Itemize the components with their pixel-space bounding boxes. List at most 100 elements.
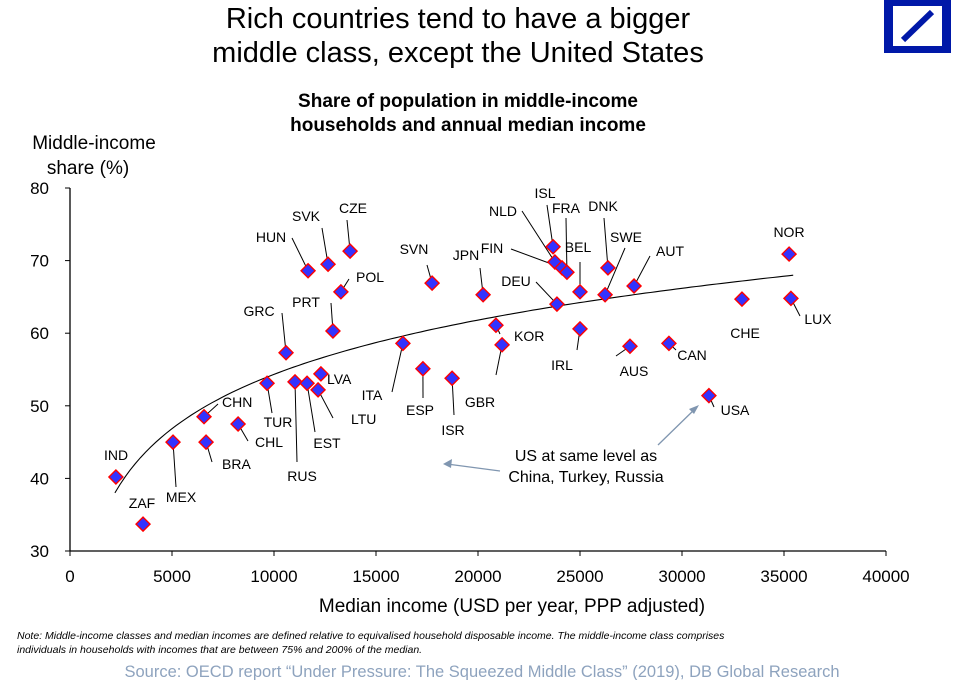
point-label-mex: MEX <box>166 489 197 505</box>
point-label-rus: RUS <box>287 468 317 484</box>
point-hun <box>301 264 315 278</box>
point-kor <box>489 318 503 332</box>
x-tick-label: 40000 <box>862 567 909 586</box>
point-esp <box>416 362 430 376</box>
point-label-grc: GRC <box>243 303 274 319</box>
arrowhead-left <box>443 459 452 468</box>
point-label-dnk: DNK <box>588 198 618 214</box>
x-tick-label: 5000 <box>153 567 191 586</box>
point-isr <box>445 371 459 385</box>
point-chl <box>231 417 245 431</box>
x-tick-label: 10000 <box>250 567 297 586</box>
point-bra <box>199 435 213 449</box>
point-label-pol: POL <box>356 269 384 285</box>
point-label-est: EST <box>313 435 341 451</box>
y-tick-label: 70 <box>30 252 49 271</box>
annotation-line2: China, Turkey, Russia <box>508 469 663 486</box>
point-label-can: CAN <box>677 347 707 363</box>
y-axis-label-line2: share (%) <box>47 158 129 179</box>
point-cze <box>343 244 357 258</box>
title-line2: middle class, except the United States <box>212 37 704 69</box>
y-axis-label-line1: Middle-income <box>32 133 156 154</box>
y-tick-label: 80 <box>30 179 49 198</box>
x-tick-label: 0 <box>65 567 74 586</box>
point-label-swe: SWE <box>610 229 642 245</box>
point-lux <box>784 291 798 305</box>
x-tick-label: 15000 <box>352 567 399 586</box>
point-label-che: CHE <box>730 325 760 341</box>
point-label-prt: PRT <box>292 294 320 310</box>
point-ind <box>109 470 123 484</box>
point-label-zaf: ZAF <box>129 495 155 511</box>
annotation: US at same level as China, Turkey, Russi… <box>443 405 699 486</box>
point-label-esp: ESP <box>406 402 434 418</box>
note-line2: individuals in households with incomes t… <box>17 644 422 656</box>
point-label-lux: LUX <box>804 311 832 327</box>
point-label-fra: FRA <box>552 200 581 216</box>
x-tick-label: 25000 <box>556 567 603 586</box>
point-label-deu: DEU <box>501 273 531 289</box>
annotation-arrow-left <box>447 464 500 471</box>
point-label-cze: CZE <box>339 200 367 216</box>
point-label-nld: NLD <box>489 203 517 219</box>
point-label-kor: KOR <box>514 328 544 344</box>
point-svn <box>425 276 439 290</box>
subtitle-line1: Share of population in middle-income <box>298 91 638 112</box>
point-label-bra: BRA <box>222 456 251 472</box>
point-pol <box>334 285 348 299</box>
point-svk <box>321 257 335 271</box>
point-label-ita: ITA <box>362 387 383 403</box>
point-dnk <box>601 261 615 275</box>
point-label-svk: SVK <box>292 208 321 224</box>
subtitle-line2: households and annual median income <box>290 115 646 136</box>
x-tick-label: 30000 <box>658 567 705 586</box>
point-che <box>735 292 749 306</box>
point-label-isr: ISR <box>441 422 464 438</box>
point-label-svn: SVN <box>400 241 429 257</box>
source: Source: OECD report “Under Pressure: The… <box>124 663 839 680</box>
point-bel <box>573 285 587 299</box>
note-line1: Note: Middle-income classes and median i… <box>17 630 725 642</box>
point-labels: IND ZAF MEX BRA CHN CHL TUR RUS EST LTU LVA GRC HUN S… <box>104 185 832 511</box>
point-label-tur: TUR <box>264 414 293 430</box>
point-label-fin: FIN <box>481 240 504 256</box>
point-label-ltu: LTU <box>351 411 376 427</box>
y-tick-label: 40 <box>30 469 49 488</box>
point-jpn <box>476 288 490 302</box>
title-line1: Rich countries tend to have a bigger <box>226 3 691 35</box>
point-label-isl: ISL <box>534 185 555 201</box>
x-axis-label: Median income (USD per year, PPP adjuste… <box>319 596 705 617</box>
data-points <box>109 240 798 531</box>
point-nor <box>782 247 796 261</box>
leader-line-dnk <box>604 218 608 268</box>
point-usa <box>702 389 716 403</box>
point-label-usa: USA <box>721 402 750 418</box>
point-label-irl: IRL <box>551 357 573 373</box>
db-logo <box>884 0 951 53</box>
point-irl <box>573 322 587 336</box>
point-label-ind: IND <box>104 447 128 463</box>
point-label-chn: CHN <box>222 394 252 410</box>
point-label-hun: HUN <box>256 229 286 245</box>
point-label-nor: NOR <box>773 224 804 240</box>
point-prt <box>326 324 340 338</box>
point-label-aus: AUS <box>620 363 649 379</box>
x-tick-label: 35000 <box>760 567 807 586</box>
leader-line-rus <box>295 382 297 462</box>
point-label-bel: BEL <box>565 239 592 255</box>
point-label-aut: AUT <box>656 243 684 259</box>
y-tick-label: 60 <box>30 324 49 343</box>
point-label-chl: CHL <box>255 434 283 450</box>
point-label-jpn: JPN <box>453 247 479 263</box>
y-tick-label: 30 <box>30 542 49 561</box>
annotation-line1: US at same level as <box>515 448 657 465</box>
point-label-lva: LVA <box>327 371 352 387</box>
point-zaf <box>136 517 150 531</box>
point-ita <box>396 336 410 350</box>
leader-line-ita <box>392 343 403 392</box>
point-tur <box>260 376 274 390</box>
point-label-gbr: GBR <box>465 394 495 410</box>
point-grc <box>279 346 293 360</box>
